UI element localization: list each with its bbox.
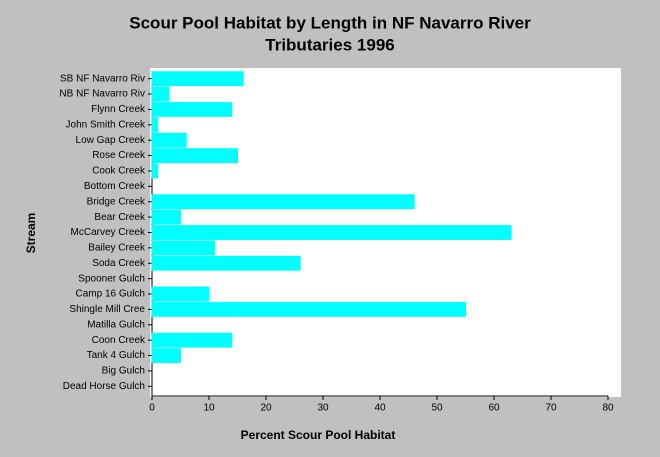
bar xyxy=(151,71,244,87)
x-axis-label: Percent Scour Pool Habitat xyxy=(241,428,396,442)
y-tick-label: Camp 16 Gulch xyxy=(76,289,145,300)
bar xyxy=(151,240,216,256)
x-tick-label: 50 xyxy=(431,403,443,414)
bar xyxy=(151,194,415,210)
y-tick-label: Flynn Creek xyxy=(91,104,146,115)
x-tick-label: 40 xyxy=(374,403,386,414)
bar xyxy=(151,301,466,317)
y-tick-label: Matilla Gulch xyxy=(87,319,145,330)
y-tick-label: Low Gap Creek xyxy=(76,135,146,146)
bar xyxy=(151,86,170,102)
bar xyxy=(151,255,301,271)
bar xyxy=(151,209,181,225)
y-axis-label: Stream xyxy=(24,213,38,254)
y-tick-label: NB NF Navarro Riv xyxy=(59,89,145,100)
y-tick-label: Tank 4 Gulch xyxy=(87,350,145,361)
bar xyxy=(151,225,512,240)
chart-title: Tributaries 1996 xyxy=(265,35,394,54)
y-tick-label: Dead Horse Gulch xyxy=(63,381,145,392)
y-tick-label: Bottom Creek xyxy=(84,181,146,192)
bar xyxy=(151,102,233,117)
y-tick-label: Cook Creek xyxy=(92,166,146,177)
x-tick-label: 60 xyxy=(488,403,500,414)
bar xyxy=(151,348,181,363)
x-tick-label: 30 xyxy=(317,403,329,414)
y-tick-label: Bridge Creek xyxy=(87,196,146,207)
x-tick-label: 0 xyxy=(149,403,155,414)
bar xyxy=(151,163,159,179)
bar xyxy=(151,286,210,302)
y-tick-label: Bear Creek xyxy=(94,212,146,223)
y-tick-label: Shingle Mill Cree xyxy=(69,304,145,315)
chart-title: Scour Pool Habitat by Length in NF Navar… xyxy=(129,13,531,32)
y-tick-label: SB NF Navarro Riv xyxy=(60,73,145,84)
y-tick-label: Bailey Creek xyxy=(88,243,146,254)
x-tick-label: 10 xyxy=(203,403,215,414)
y-tick-label: Rose Creek xyxy=(92,150,146,161)
y-tick-label: Big Gulch xyxy=(102,366,145,377)
x-tick-label: 70 xyxy=(545,403,557,414)
bar xyxy=(151,332,233,348)
bar xyxy=(151,148,238,164)
y-tick-label: John Smith Creek xyxy=(66,119,146,130)
y-tick-label: Coon Creek xyxy=(92,335,146,346)
x-tick-label: 80 xyxy=(602,403,614,414)
y-tick-label: Spooner Gulch xyxy=(78,273,145,284)
bar xyxy=(151,132,187,148)
x-tick-label: 20 xyxy=(260,403,272,414)
y-tick-label: McCarvey Creek xyxy=(71,227,146,238)
bar xyxy=(151,117,159,133)
y-tick-label: Soda Creek xyxy=(92,258,146,269)
